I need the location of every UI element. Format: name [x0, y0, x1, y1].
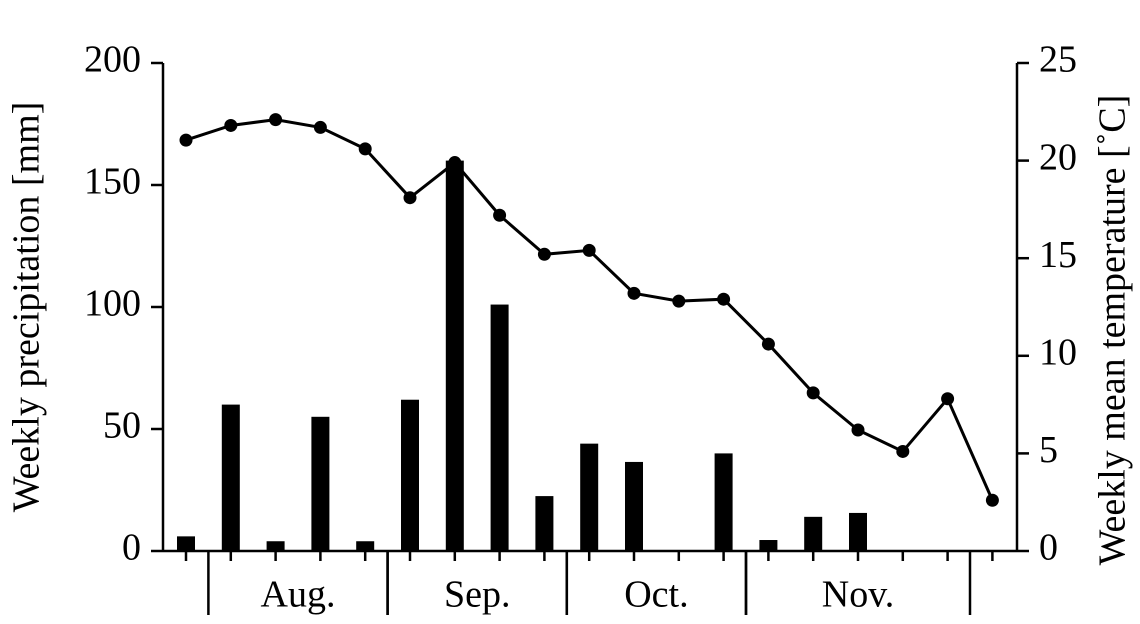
- bar: [849, 512, 867, 551]
- line-marker: [269, 113, 283, 127]
- line-marker: [627, 286, 641, 300]
- bar: [401, 399, 419, 551]
- bar: [311, 416, 330, 551]
- bar: [490, 304, 509, 551]
- line-marker: [582, 243, 596, 257]
- y2-tick-label: 25: [1039, 39, 1077, 81]
- y2-tick-label: 5: [1039, 429, 1058, 471]
- line-marker: [179, 133, 193, 147]
- x-group-label: Nov.: [822, 574, 894, 616]
- x-group-label: Sep.: [444, 574, 511, 616]
- y-tick-label: 0: [122, 527, 141, 569]
- bar: [759, 540, 778, 551]
- line-marker: [403, 191, 417, 205]
- bar: [221, 404, 240, 551]
- line-marker: [493, 208, 507, 222]
- y2-tick-label: 10: [1039, 332, 1077, 374]
- line-marker: [313, 120, 327, 134]
- line-marker: [672, 294, 686, 308]
- y-axis-title: Weekly precipitation [mm]: [6, 102, 48, 513]
- y2-tick-label: 20: [1039, 136, 1077, 178]
- bar: [445, 160, 464, 551]
- line-marker: [851, 423, 865, 437]
- x-group-label: Oct.: [624, 574, 688, 616]
- line-marker: [358, 142, 372, 156]
- y-tick-label: 200: [84, 39, 141, 81]
- y2-tick-label: 15: [1039, 234, 1077, 276]
- bar: [266, 541, 285, 551]
- line-marker: [717, 292, 731, 306]
- y-tick-label: 100: [84, 283, 141, 325]
- bar: [580, 443, 599, 551]
- bar: [356, 541, 375, 551]
- line-marker: [448, 156, 462, 170]
- bar: [714, 453, 733, 551]
- line-marker: [224, 118, 238, 132]
- x-group-label: Aug.: [261, 574, 336, 616]
- bar: [804, 516, 823, 551]
- bar: [177, 536, 195, 551]
- y-tick-label: 150: [84, 161, 141, 203]
- y2-axis-title: Weekly mean temperature [˚C]: [1092, 95, 1134, 566]
- bar: [625, 461, 643, 551]
- line-marker: [985, 493, 999, 507]
- line-marker: [537, 247, 551, 261]
- line-marker: [761, 337, 775, 351]
- line-marker: [896, 444, 910, 458]
- y-tick-label: 50: [103, 405, 141, 447]
- y2-tick-label: 0: [1039, 527, 1058, 569]
- bar: [535, 496, 554, 551]
- line-marker: [941, 392, 955, 406]
- line-marker: [806, 386, 820, 400]
- line: [185, 118, 994, 501]
